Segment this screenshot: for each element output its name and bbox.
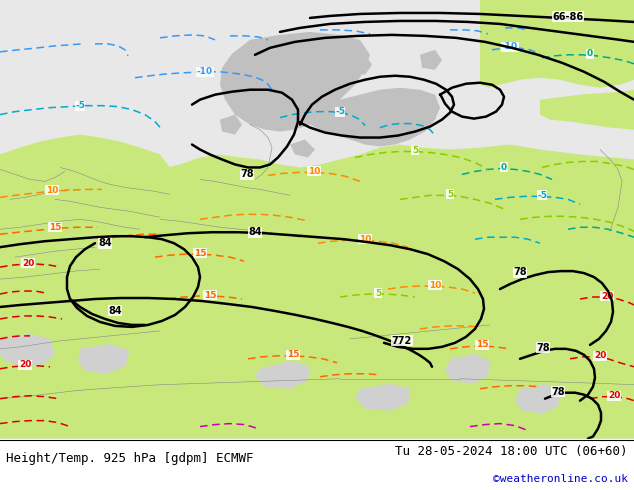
Text: ©weatheronline.co.uk: ©weatheronline.co.uk xyxy=(493,474,628,484)
Text: 78: 78 xyxy=(551,387,565,397)
Polygon shape xyxy=(0,145,634,439)
Polygon shape xyxy=(310,88,440,147)
Text: 78: 78 xyxy=(536,343,550,353)
Text: 5: 5 xyxy=(375,289,381,297)
Text: 5: 5 xyxy=(412,146,418,155)
Text: 20: 20 xyxy=(608,391,620,400)
Polygon shape xyxy=(260,75,285,92)
Polygon shape xyxy=(220,115,242,135)
Text: 0: 0 xyxy=(501,163,507,172)
Polygon shape xyxy=(78,344,130,374)
Polygon shape xyxy=(0,135,170,174)
Text: 84: 84 xyxy=(108,306,122,316)
Text: 5: 5 xyxy=(447,190,453,199)
Polygon shape xyxy=(420,50,442,70)
Text: 84: 84 xyxy=(98,238,112,248)
Text: 10: 10 xyxy=(308,167,320,176)
Text: 15: 15 xyxy=(204,291,216,299)
Text: 15: 15 xyxy=(287,350,299,359)
Polygon shape xyxy=(515,384,560,414)
Text: -5: -5 xyxy=(335,107,345,116)
Polygon shape xyxy=(540,90,634,129)
Text: -5: -5 xyxy=(75,101,85,110)
Polygon shape xyxy=(480,0,634,88)
Text: 20: 20 xyxy=(601,292,613,300)
Polygon shape xyxy=(220,32,370,131)
Text: 15: 15 xyxy=(49,223,61,232)
Text: -10: -10 xyxy=(197,67,213,76)
Text: 0: 0 xyxy=(587,49,593,58)
Polygon shape xyxy=(0,334,55,367)
Text: -5: -5 xyxy=(537,191,547,200)
Text: 772: 772 xyxy=(392,336,412,346)
Text: 10: 10 xyxy=(359,235,371,244)
Text: 20: 20 xyxy=(22,259,34,268)
Polygon shape xyxy=(290,140,315,157)
Polygon shape xyxy=(350,55,372,75)
Polygon shape xyxy=(255,361,310,389)
Text: 84: 84 xyxy=(248,227,262,237)
Polygon shape xyxy=(355,384,410,411)
Text: 20: 20 xyxy=(594,351,606,360)
Text: 78: 78 xyxy=(513,267,527,277)
Text: 15: 15 xyxy=(476,341,488,349)
Text: 66-86: 66-86 xyxy=(552,12,583,22)
Text: Height/Temp. 925 hPa [gdpm] ECMWF: Height/Temp. 925 hPa [gdpm] ECMWF xyxy=(6,452,254,465)
Text: 78: 78 xyxy=(240,170,254,179)
Text: 10: 10 xyxy=(46,186,58,195)
Text: Tu 28-05-2024 18:00 UTC (06+60): Tu 28-05-2024 18:00 UTC (06+60) xyxy=(395,445,628,458)
Text: -10: -10 xyxy=(502,42,518,51)
Text: 20: 20 xyxy=(19,360,31,369)
Text: 15: 15 xyxy=(194,248,206,258)
Text: 10: 10 xyxy=(429,281,441,290)
Polygon shape xyxy=(445,354,490,384)
